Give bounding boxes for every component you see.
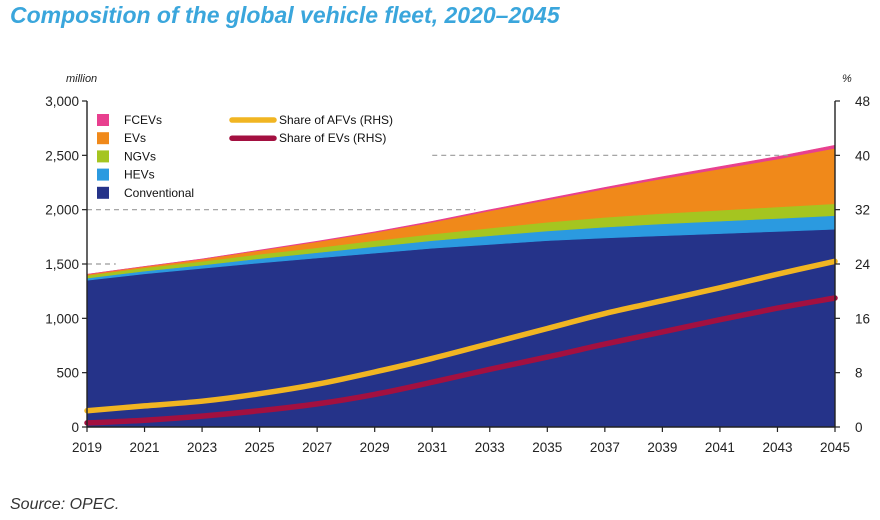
legend-label-fcevs: FCEVs: [124, 113, 162, 127]
legend-label-conventional: Conventional: [124, 186, 194, 200]
left-tick-label: 1,500: [45, 257, 79, 272]
area-conventional: [86, 228, 836, 428]
x-tick-label: 2029: [360, 440, 390, 455]
right-tick-label: 40: [855, 148, 870, 163]
left-tick-label: 2,500: [45, 148, 79, 163]
axes-layer: 0 500 1,000 1,500 2,000 2,500 3,000 0 8 16 24 32 40 4…: [45, 73, 870, 455]
left-axis-unit: million: [66, 73, 97, 85]
legend-swatch-conventional: [97, 186, 109, 199]
x-tick-label: 2045: [820, 440, 850, 455]
chart-title: Composition of the global vehicle fleet,…: [10, 2, 560, 28]
legend-label-hevs: HEVs: [124, 168, 155, 182]
x-tick-label: 2033: [475, 440, 505, 455]
left-tick-label: 2,000: [45, 203, 79, 218]
legend-label-share-of-evs-rhs: Share of EVs (RHS): [279, 131, 386, 145]
legend-swatch-evs: [97, 132, 109, 145]
left-tick-label: 1,000: [45, 311, 79, 326]
x-tick-label: 2031: [417, 440, 447, 455]
x-tick-label: 2035: [532, 440, 562, 455]
chart-source: Source: OPEC.: [10, 496, 120, 513]
chart-plot: 0 500 1,000 1,500 2,000 2,500 3,000 0 8 16 24 32 40 4…: [45, 73, 870, 455]
legend-swatch-hevs: [97, 168, 109, 181]
left-tick-label: 3,000: [45, 94, 79, 109]
x-tick-label: 2039: [647, 440, 677, 455]
right-tick-label: 24: [855, 257, 871, 272]
line-layer: [84, 258, 838, 426]
x-tick-label: 2041: [705, 440, 735, 455]
legend-swatch-ngvs: [97, 150, 109, 163]
legend-label-evs: EVs: [124, 131, 146, 145]
legend-label-ngvs: NGVs: [124, 149, 156, 163]
right-axis-unit: %: [842, 73, 852, 85]
legend: FCEVs EVs NGVs HEVs Conventional Share of AFV…: [97, 113, 393, 200]
x-tick-label: 2043: [762, 440, 792, 455]
right-tick-label: 32: [855, 203, 870, 218]
x-tick-label: 2021: [130, 440, 160, 455]
line-share-of-evs-rhs: [84, 295, 838, 426]
x-tick-label: 2019: [72, 440, 102, 455]
right-tick-label: 16: [855, 311, 870, 326]
x-tick-label: 2037: [590, 440, 620, 455]
line-share-of-afvs-rhs: [84, 258, 838, 414]
grid-layer: [87, 154, 792, 265]
x-tick-label: 2027: [302, 440, 332, 455]
right-tick-label: 0: [855, 420, 863, 435]
x-tick-label: 2023: [187, 440, 217, 455]
right-tick-label: 48: [855, 94, 870, 109]
left-tick-label: 500: [56, 366, 79, 381]
legend-label-share-of-afvs-rhs: Share of AFVs (RHS): [279, 113, 393, 127]
x-tick-label: 2025: [245, 440, 275, 455]
left-tick-label: 0: [71, 420, 79, 435]
right-tick-label: 8: [855, 366, 863, 381]
legend-swatch-fcevs: [97, 114, 109, 126]
